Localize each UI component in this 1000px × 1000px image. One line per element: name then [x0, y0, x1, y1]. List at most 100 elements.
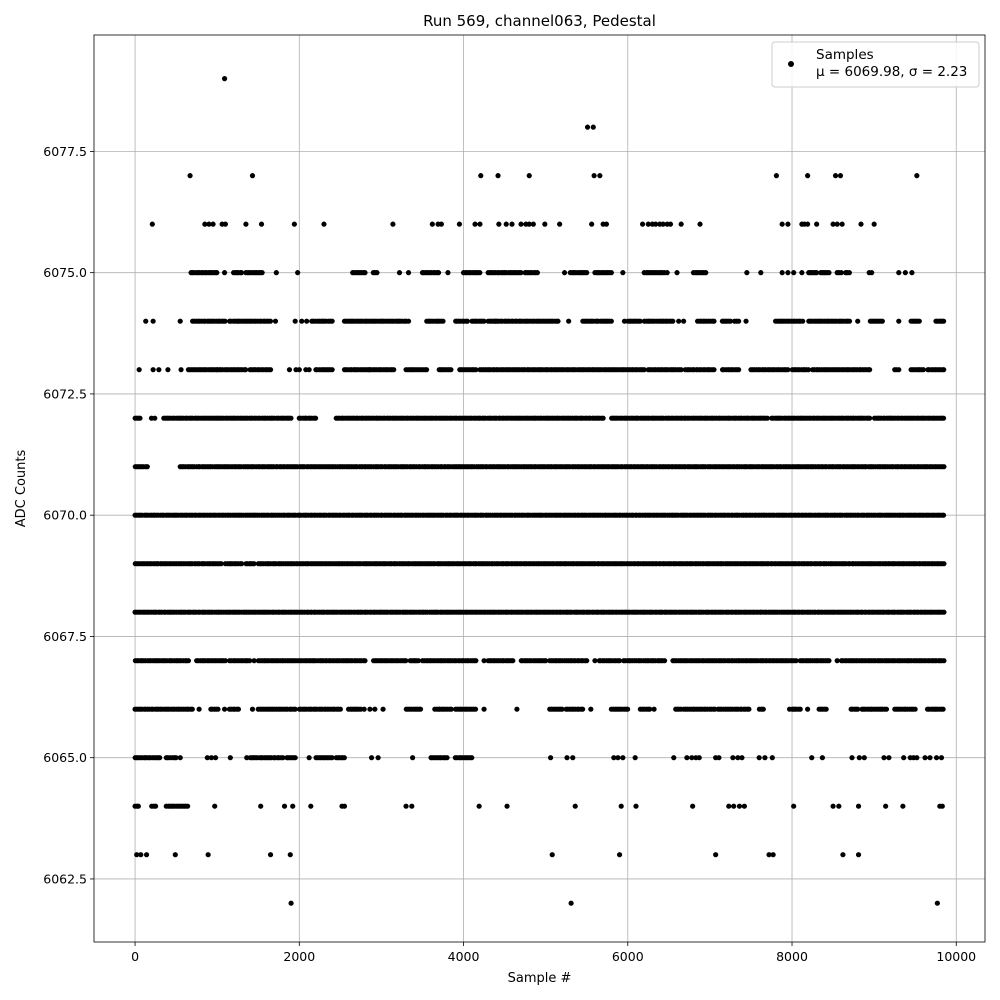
data-point	[902, 270, 908, 276]
data-point	[879, 318, 885, 324]
data-point	[839, 221, 845, 227]
data-point	[681, 318, 687, 324]
data-point	[805, 173, 811, 179]
data-point	[901, 755, 907, 761]
data-point	[492, 318, 499, 324]
data-point	[588, 706, 594, 712]
data-point	[304, 318, 310, 324]
data-point	[762, 755, 768, 761]
data-point	[444, 755, 450, 761]
data-point	[914, 755, 920, 761]
data-point	[566, 318, 572, 324]
data-point	[689, 755, 695, 761]
data-point	[697, 221, 703, 227]
data-point	[476, 803, 482, 809]
data-point	[934, 900, 940, 906]
data-point	[243, 367, 249, 373]
data-point	[496, 221, 502, 227]
data-point	[136, 367, 142, 373]
data-point	[641, 367, 647, 373]
data-point	[204, 755, 210, 761]
data-point	[417, 706, 424, 712]
data-point	[814, 270, 820, 276]
data-point	[518, 221, 524, 227]
data-point	[645, 221, 651, 227]
data-point	[290, 803, 296, 809]
data-point	[341, 755, 347, 761]
data-point	[730, 755, 736, 761]
data-point	[478, 173, 484, 179]
legend-marker	[788, 61, 794, 67]
x-axis-ticks: 0 2000 4000 6000 8000 10000	[131, 942, 976, 964]
data-point	[896, 318, 902, 324]
data-point	[716, 755, 722, 761]
y-tick-label: 6077.5	[43, 144, 87, 159]
data-point	[509, 221, 515, 227]
data-point	[914, 173, 920, 179]
y-tick-label: 6072.5	[43, 386, 87, 401]
data-point	[423, 367, 430, 373]
data-point	[856, 755, 862, 761]
data-point	[286, 367, 293, 373]
data-point	[909, 270, 915, 276]
data-point	[592, 658, 598, 664]
data-point	[510, 658, 516, 664]
data-point	[830, 221, 836, 227]
data-point	[809, 755, 815, 761]
data-point	[800, 318, 806, 324]
data-point	[616, 852, 623, 858]
data-point	[149, 221, 155, 227]
data-point	[611, 755, 617, 761]
data-point	[756, 755, 762, 761]
data-point	[435, 270, 442, 276]
data-point	[758, 270, 764, 276]
data-point	[312, 415, 319, 421]
data-point	[281, 803, 288, 809]
data-point	[212, 803, 218, 809]
data-point	[295, 270, 301, 276]
data-point	[589, 221, 595, 227]
data-point	[415, 658, 421, 664]
data-point	[249, 706, 256, 712]
data-point	[299, 318, 305, 324]
legend: Samples μ = 6069.98, σ = 2.23	[771, 41, 980, 88]
data-point	[647, 706, 653, 712]
data-point	[678, 221, 684, 227]
data-point	[440, 318, 446, 324]
data-point	[938, 755, 945, 761]
y-axis-ticks: 6062.5 6065.0 6067.5 6070.0 6072.5 6075.0 6077…	[43, 144, 94, 886]
data-point	[368, 755, 375, 761]
data-point	[883, 706, 890, 712]
data-point	[855, 803, 862, 809]
data-point	[150, 318, 156, 324]
data-point	[849, 755, 855, 761]
data-point	[391, 367, 397, 373]
data-point	[361, 706, 367, 712]
data-point	[616, 658, 623, 664]
data-point	[543, 658, 549, 664]
data-point	[779, 221, 785, 227]
data-point	[185, 803, 191, 809]
data-point	[769, 755, 775, 761]
data-point	[177, 318, 183, 324]
data-point	[547, 755, 554, 761]
data-point	[830, 803, 836, 809]
data-point	[696, 755, 702, 761]
data-point	[608, 270, 614, 276]
data-point	[883, 803, 889, 809]
data-point	[409, 803, 415, 809]
data-point	[846, 318, 853, 324]
data-point	[178, 367, 184, 373]
data-point	[786, 706, 793, 712]
data-point	[157, 755, 163, 761]
data-point	[939, 803, 945, 809]
data-point	[731, 803, 737, 809]
data-point	[249, 173, 256, 179]
data-point	[514, 706, 520, 712]
data-point	[542, 221, 548, 227]
data-point	[362, 270, 368, 276]
y-tick-label: 6075.0	[43, 265, 87, 280]
data-point	[221, 270, 228, 276]
